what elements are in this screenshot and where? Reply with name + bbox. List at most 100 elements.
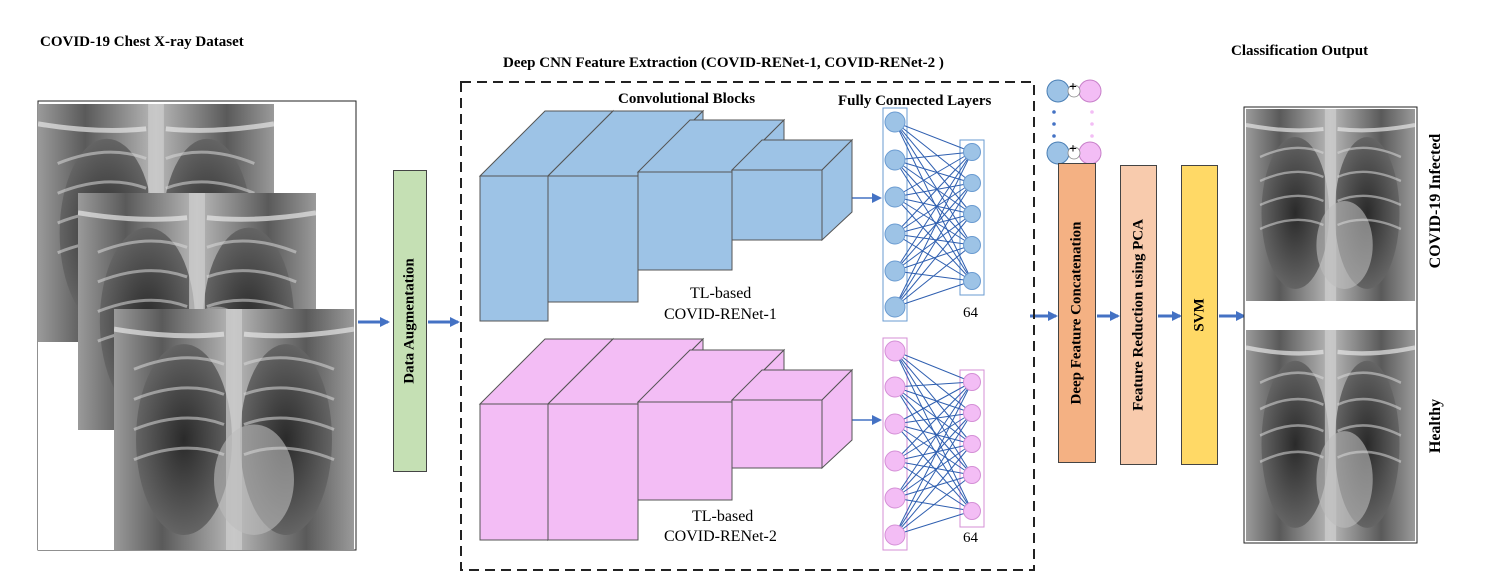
fc2-connection xyxy=(894,350,973,383)
fc2-connection xyxy=(894,386,973,445)
fc2-connection xyxy=(894,381,973,499)
fc1-neuron-out xyxy=(963,236,981,254)
fc1-connection xyxy=(894,196,973,215)
output-xrays xyxy=(1243,106,1418,544)
fc2-neuron-in xyxy=(884,524,906,546)
svm-label: SVM xyxy=(1191,298,1207,332)
model2-line2: COVID-RENet-2 xyxy=(664,528,777,545)
fc1-connection xyxy=(894,182,973,272)
fc2-connection xyxy=(894,350,973,414)
class-infected-label: COVID-19 Infected xyxy=(1427,133,1444,269)
output-xray-infected xyxy=(1246,109,1415,301)
fc2-connection xyxy=(894,412,973,536)
block-2c-front xyxy=(637,401,733,501)
pca-label: Feature Reduction using PCA xyxy=(1130,219,1146,411)
fc1-connection xyxy=(894,159,973,215)
fc1-neuron-in xyxy=(884,111,906,133)
fc1-neuron-out xyxy=(963,174,981,192)
fc2-neuron-out xyxy=(963,435,981,453)
fc2-neuron-in xyxy=(884,450,906,472)
fc2-connection xyxy=(894,386,973,414)
fc1-connection xyxy=(894,213,973,235)
fc1-connection xyxy=(894,121,973,184)
block-2d-front xyxy=(731,399,823,469)
fc1-neuron-out xyxy=(963,272,981,290)
block-1a-front xyxy=(479,175,549,322)
fc1-connection xyxy=(894,151,973,235)
fc2-neuron-out xyxy=(963,373,981,391)
block-2a-front xyxy=(479,403,549,541)
fc2-neuron-in xyxy=(884,487,906,509)
dataset-title: COVID-19 Chest X-ray Dataset xyxy=(40,34,244,50)
fc2-connection xyxy=(894,474,973,536)
conv-blocks-label: Convolutional Blocks xyxy=(618,91,756,107)
extraction-dashed-box xyxy=(460,81,1035,571)
fc1-connection xyxy=(894,233,973,246)
model1-line1: TL-based xyxy=(690,285,752,302)
fc1-connection xyxy=(894,244,973,272)
fc1-neuron-in xyxy=(884,223,906,245)
conv-blocks-renet-2 xyxy=(478,337,854,542)
fc1-neuron-in xyxy=(884,296,906,318)
flow-arrows xyxy=(358,193,1246,425)
fc1-neuron-out xyxy=(963,143,981,161)
fc2-connection xyxy=(894,381,973,425)
fc2-connection xyxy=(894,412,973,499)
fc2-connection xyxy=(894,443,973,499)
fc1-connection xyxy=(894,280,973,308)
fc1-connection xyxy=(894,121,973,215)
fc2-connection xyxy=(894,381,973,462)
fc1-size: 64 xyxy=(963,305,978,321)
fc1-connection xyxy=(894,151,973,308)
fc2-connection xyxy=(894,474,973,499)
fc2-neuron-in xyxy=(884,376,906,398)
concat-symbols xyxy=(1046,79,1102,165)
fc1-neuron-in xyxy=(884,149,906,171)
fc2-connection xyxy=(894,386,973,476)
fc2-connection xyxy=(894,381,973,536)
fc2-neuron-in xyxy=(884,413,906,435)
fc2-connection xyxy=(894,350,973,445)
fc2-neuron-out xyxy=(963,404,981,422)
fc2-connection xyxy=(894,350,973,476)
fc1-connection xyxy=(894,159,973,246)
fc1-neuron-in xyxy=(884,260,906,282)
deep-feature-concatenation-label: Deep Feature Concatenation xyxy=(1068,221,1085,405)
fc1-connection xyxy=(894,121,973,246)
data-augmentation-label: Data Augmentation xyxy=(401,258,418,384)
fc1-connection xyxy=(894,244,973,308)
model2-line1: TL-based xyxy=(692,508,754,525)
fc2-neuron-out xyxy=(963,466,981,484)
fc2-connection xyxy=(894,423,973,445)
fc1-connection xyxy=(894,121,973,282)
dataset-xray-stack xyxy=(37,100,357,551)
block-1c-front xyxy=(637,171,733,271)
fc-layers-label: Fully Connected Layers xyxy=(838,93,992,109)
fc1-connection xyxy=(894,121,973,153)
fc2-connection xyxy=(894,381,973,388)
deep-feature-concatenation-box: Deep Feature Concatenation xyxy=(1058,163,1096,463)
fc1-neuron-in xyxy=(884,186,906,208)
fc2-connection xyxy=(894,443,973,536)
block-1d-front xyxy=(731,169,823,241)
extraction-title: Deep CNN Feature Extraction (COVID-RENet… xyxy=(503,55,944,71)
fc2-connection xyxy=(894,412,973,425)
fc1-connection xyxy=(894,151,973,272)
plus-sign-top: + xyxy=(1069,80,1077,95)
block-2b-front xyxy=(547,403,639,541)
fc1-connection xyxy=(894,213,973,272)
fc2-neuron-out xyxy=(963,502,981,520)
fc1-connection xyxy=(894,151,973,161)
fc1-connection xyxy=(894,213,973,308)
fc2-connection xyxy=(894,412,973,462)
fc2-connection xyxy=(894,423,973,476)
model1-line2: COVID-RENet-1 xyxy=(664,306,777,323)
conv-blocks-renet-1 xyxy=(478,109,854,322)
data-augmentation-box: Data Augmentation xyxy=(393,170,427,472)
fc2-connection xyxy=(894,443,973,462)
fc2-neuron-in xyxy=(884,340,906,362)
pca-box: Feature Reduction using PCA xyxy=(1120,165,1157,465)
svm-box: SVM xyxy=(1181,165,1218,465)
fc2-connection xyxy=(894,510,973,536)
